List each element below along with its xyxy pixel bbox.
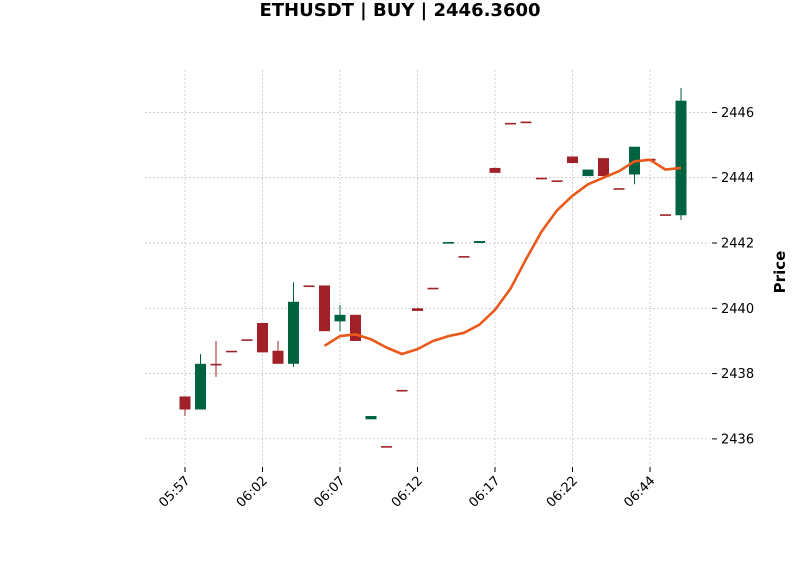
candle xyxy=(629,146,640,185)
moving-average-line xyxy=(323,158,682,356)
candle xyxy=(272,340,284,364)
candle-body xyxy=(551,180,563,182)
candle-body xyxy=(210,363,222,366)
candle-body xyxy=(536,177,547,180)
candle-body xyxy=(334,314,346,322)
x-axis: 05:57 06:02 06:07 06:12 06:17 06:22 06:44 xyxy=(156,467,658,511)
candle-body xyxy=(675,100,687,216)
candle xyxy=(396,389,408,392)
candle xyxy=(412,308,423,311)
candle xyxy=(505,122,516,125)
candle-body xyxy=(412,308,423,311)
chart-title: ETHUSDT | BUY | 2446.3600 xyxy=(259,0,541,21)
candle-body xyxy=(319,285,330,332)
candle-body xyxy=(582,169,594,177)
candle xyxy=(474,241,485,244)
grid-lines xyxy=(145,70,710,465)
x-tick-label: 06:44 xyxy=(621,474,658,511)
candle xyxy=(350,314,361,341)
candle xyxy=(303,285,315,288)
candle-body xyxy=(613,188,625,190)
candle-body xyxy=(272,350,284,364)
candle xyxy=(582,169,594,177)
candle-body xyxy=(303,285,315,288)
candle xyxy=(226,350,237,353)
candle-body xyxy=(474,241,485,244)
candle xyxy=(210,340,222,377)
candles xyxy=(179,87,687,448)
candle-body xyxy=(195,363,206,410)
moving-average xyxy=(323,158,682,356)
candle xyxy=(241,339,253,341)
candle-body xyxy=(226,350,237,353)
x-tick-label: 06:07 xyxy=(311,474,348,511)
candle xyxy=(319,285,330,332)
candle-body xyxy=(381,446,392,448)
x-tick-label: 06:22 xyxy=(544,474,581,511)
candle xyxy=(288,282,299,368)
candle xyxy=(443,242,454,244)
y-axis-label: Price xyxy=(771,251,789,294)
candle xyxy=(257,322,268,353)
candle xyxy=(195,354,206,410)
candle-body xyxy=(350,314,361,341)
candle-body xyxy=(365,416,377,420)
candle-body xyxy=(520,121,532,124)
candle-body xyxy=(288,301,299,364)
x-tick-label: 06:17 xyxy=(466,474,503,511)
candle-body xyxy=(489,167,501,173)
candle xyxy=(551,180,563,182)
y-tick-label: 2442 xyxy=(721,237,754,252)
x-tick-label: 06:12 xyxy=(389,474,426,511)
candle xyxy=(536,177,547,180)
candle-body xyxy=(179,396,191,410)
candle xyxy=(334,305,346,332)
candle-body xyxy=(598,158,609,177)
candle-body xyxy=(505,122,516,125)
candle xyxy=(179,396,191,417)
y-tick-label: 2436 xyxy=(721,432,754,447)
x-tick-label: 06:02 xyxy=(234,474,271,511)
candle-body xyxy=(443,242,454,244)
candle-body xyxy=(257,322,268,353)
candle xyxy=(675,87,687,221)
candle xyxy=(458,256,470,258)
candle-body xyxy=(396,389,408,392)
x-tick-label: 05:57 xyxy=(156,474,193,511)
y-tick-label: 2440 xyxy=(721,302,754,317)
candle xyxy=(567,156,578,164)
candle-body xyxy=(458,256,470,258)
candle xyxy=(381,446,392,448)
candle xyxy=(365,416,377,420)
candle xyxy=(489,167,501,173)
candle xyxy=(613,188,625,190)
candle xyxy=(520,121,532,124)
y-tick-label: 2444 xyxy=(721,171,754,186)
candle xyxy=(427,287,439,290)
candle xyxy=(598,158,609,177)
y-tick-label: 2446 xyxy=(721,106,754,121)
y-tick-label: 2438 xyxy=(721,367,754,382)
candle-body xyxy=(567,156,578,164)
candle-body xyxy=(427,287,439,290)
y-axis: 2436 2438 2440 2442 2444 2446 xyxy=(712,106,754,447)
candle xyxy=(660,214,671,216)
candle-body xyxy=(241,339,253,341)
candle-body xyxy=(660,214,671,216)
